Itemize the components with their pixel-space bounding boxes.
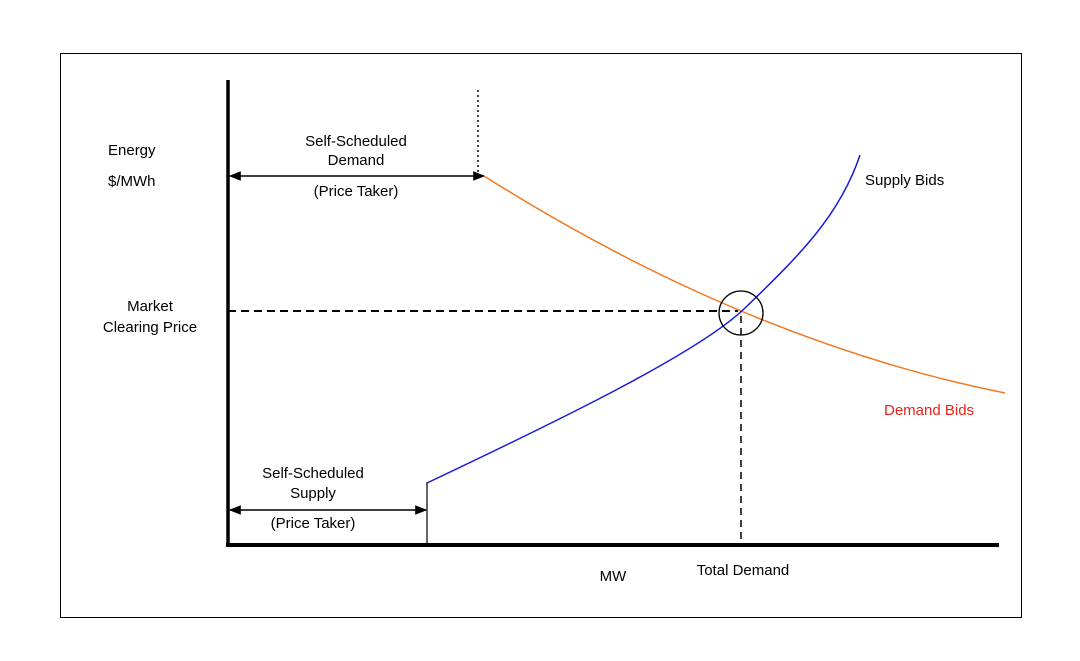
frame bbox=[60, 53, 1022, 618]
clearing-price-label: Clearing Price bbox=[103, 319, 197, 336]
demand-note: Self-Scheduled bbox=[305, 133, 407, 150]
supply-note: Self-Scheduled bbox=[262, 465, 364, 482]
y-axis-unit: $/MWh bbox=[108, 173, 156, 190]
x-axis-label: MW bbox=[600, 568, 627, 585]
demand-curve bbox=[483, 175, 1006, 394]
clearing-price-label: Market bbox=[127, 298, 174, 315]
supply-curve bbox=[426, 154, 861, 484]
demand-curve-label: Demand Bids bbox=[884, 402, 974, 419]
demand-note: (Price Taker) bbox=[314, 183, 399, 200]
supply-note: Supply bbox=[290, 485, 336, 502]
equilibrium-circle bbox=[718, 290, 764, 336]
total-demand-label: Total Demand bbox=[697, 562, 790, 579]
supply-note: (Price Taker) bbox=[271, 515, 356, 532]
supply-curve-label: Supply Bids bbox=[865, 172, 944, 189]
y-axis-label: Energy bbox=[108, 142, 156, 159]
demand-note: Demand bbox=[328, 152, 385, 169]
